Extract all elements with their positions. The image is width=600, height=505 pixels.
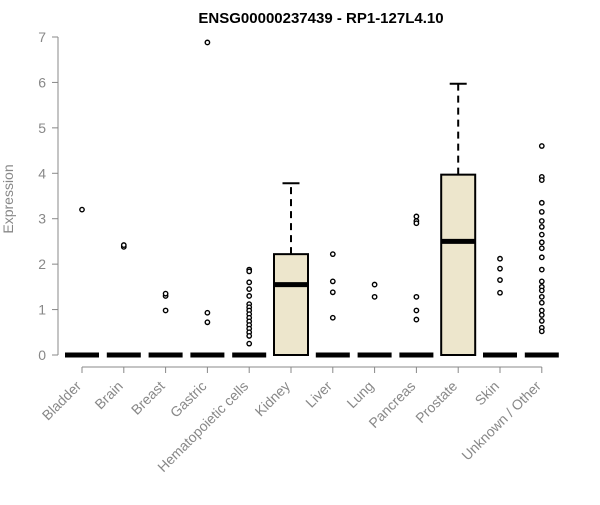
outlier-point: [246, 293, 253, 299]
y-tick-label: 5: [38, 120, 46, 136]
x-tick-label: Liver: [302, 378, 335, 411]
box-group: [232, 266, 267, 358]
outlier-point: [246, 340, 253, 347]
outlier-point: [497, 265, 503, 272]
box-group: [357, 281, 392, 358]
y-tick-label: 1: [38, 302, 46, 318]
x-tick-label: Skin: [472, 378, 503, 409]
x-tick-label: Unknown / Other: [458, 378, 544, 464]
outlier-point: [538, 143, 545, 149]
outlier-point: [538, 318, 545, 324]
box-group: [440, 82, 477, 356]
outlier-point: [329, 289, 336, 296]
outlier-point: [371, 281, 378, 288]
box-group: [65, 206, 99, 358]
y-axis-label: Expression: [0, 164, 16, 233]
outlier-point: [204, 309, 211, 316]
x-tick-label: Breast: [128, 378, 168, 418]
outlier-point: [413, 293, 420, 300]
outlier-point: [329, 278, 336, 285]
outlier-point: [162, 307, 169, 314]
outlier-point: [413, 213, 420, 220]
y-tick-label: 2: [38, 256, 46, 272]
outlier-point: [329, 314, 336, 321]
y-tick-label: 6: [38, 74, 46, 90]
y-tick-label: 7: [38, 29, 46, 45]
x-tick-label: Prostate: [412, 378, 460, 426]
outlier-point: [204, 319, 211, 326]
x-tick-label: Kidney: [252, 378, 294, 420]
outlier-point: [538, 231, 545, 238]
box-group: [483, 255, 517, 358]
outlier-point: [538, 299, 545, 306]
outlier-point: [120, 242, 127, 248]
box-group: [190, 39, 225, 358]
outlier-point: [413, 307, 420, 314]
outlier-point: [246, 268, 253, 275]
box-group: [399, 213, 434, 358]
y-tick-label: 3: [38, 211, 46, 227]
outlier-point: [538, 239, 545, 246]
outlier-point: [497, 255, 503, 262]
x-tick-label: Bladder: [39, 378, 85, 424]
outlier-point: [538, 328, 545, 335]
outlier-point: [329, 251, 336, 258]
x-tick-label: Lung: [343, 378, 376, 411]
outlier-point: [246, 279, 253, 286]
outlier-point: [538, 223, 545, 230]
outlier-point: [497, 289, 503, 296]
outlier-point: [538, 177, 545, 184]
outlier-point: [413, 220, 420, 227]
outlier-point: [538, 245, 545, 252]
plot-area: [65, 39, 559, 358]
outlier-point: [538, 254, 545, 261]
y-tick-label: 0: [38, 347, 46, 363]
outlier-point: [204, 39, 211, 46]
box-group: [315, 251, 350, 358]
outlier-point: [497, 277, 503, 283]
outlier-point: [79, 206, 85, 213]
chart-title: ENSG00000237439 - RP1-127L4.10: [198, 10, 443, 27]
outlier-point: [538, 208, 545, 215]
box-group: [148, 290, 183, 358]
outlier-point: [538, 218, 545, 224]
outlier-point: [538, 266, 545, 273]
box-group: [273, 182, 309, 356]
outlier-point: [538, 312, 545, 318]
outlier-point: [538, 307, 545, 314]
iqr-box: [440, 173, 477, 356]
outlier-point: [538, 293, 545, 300]
box-group: [524, 143, 559, 358]
outlier-point: [538, 287, 545, 294]
box-group: [106, 242, 141, 358]
outlier-point: [162, 290, 169, 297]
outlier-point: [538, 278, 545, 285]
y-axis: 0 1 2 3 4 5 6 7: [38, 29, 59, 363]
iqr-box: [273, 253, 309, 356]
outlier-point: [538, 199, 545, 206]
outlier-point: [413, 316, 420, 323]
x-tick-label: Brain: [91, 378, 125, 412]
outlier-point: [246, 286, 253, 293]
outlier-point: [371, 293, 378, 300]
outlier-point: [246, 333, 253, 339]
y-tick-label: 4: [38, 165, 46, 181]
